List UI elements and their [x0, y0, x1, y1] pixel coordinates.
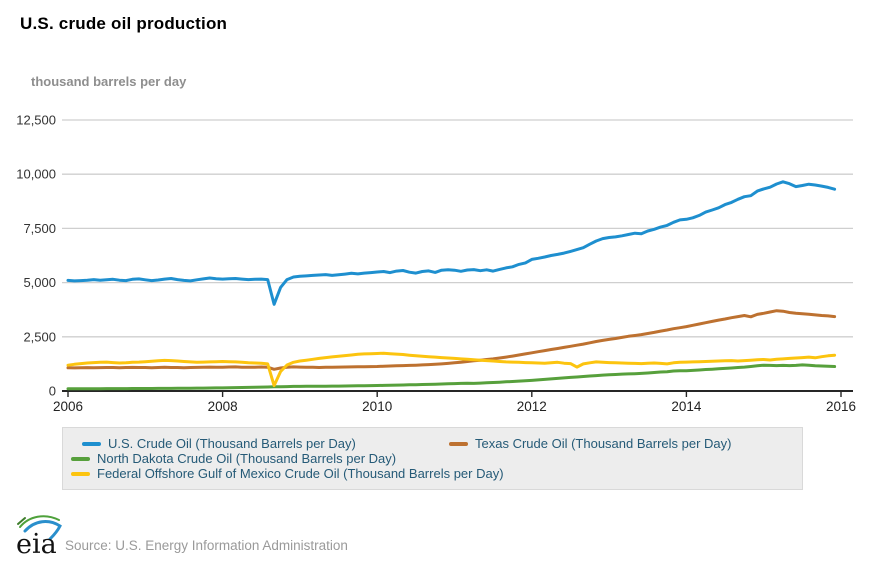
x-tick-label: 2016: [826, 399, 856, 414]
page-title: U.S. crude oil production: [20, 14, 228, 33]
legend-row: North Dakota Crude Oil (Thousand Barrels…: [71, 451, 794, 466]
y-tick-label: 12,500: [16, 113, 56, 128]
y-tick-label: 5,000: [23, 275, 56, 290]
series-line-1[interactable]: [66, 309, 837, 371]
legend-row: U.S. Crude Oil (Thousand Barrels per Day…: [71, 436, 794, 451]
series-line-3[interactable]: [66, 351, 837, 388]
series-line-0[interactable]: [66, 180, 837, 306]
texas-crude-swatch-icon: [449, 441, 468, 446]
series-line-2[interactable]: [66, 363, 837, 391]
eia-logo: eia: [16, 515, 62, 557]
legend-row: Federal Offshore Gulf of Mexico Crude Oi…: [71, 466, 794, 481]
y-tick-label: 0: [49, 384, 56, 399]
legend-label: Federal Offshore Gulf of Mexico Crude Oi…: [97, 466, 504, 481]
legend-item-us-crude[interactable]: U.S. Crude Oil (Thousand Barrels per Day…: [82, 436, 449, 451]
legend-item-texas-crude[interactable]: Texas Crude Oil (Thousand Barrels per Da…: [449, 436, 732, 451]
legend-item-gulf-of-mexico-crude[interactable]: Federal Offshore Gulf of Mexico Crude Oi…: [71, 466, 504, 481]
x-tick-label: 2012: [517, 399, 547, 414]
legend-label: U.S. Crude Oil (Thousand Barrels per Day…: [108, 436, 356, 451]
x-tick-label: 2006: [53, 399, 83, 414]
x-tick-label: 2010: [362, 399, 392, 414]
chart-legend: U.S. Crude Oil (Thousand Barrels per Day…: [62, 427, 803, 490]
y-tick-label: 7,500: [23, 221, 56, 236]
y-tick-label: 10,000: [16, 167, 56, 182]
y-tick-label: 2,500: [23, 329, 56, 344]
legend-label: Texas Crude Oil (Thousand Barrels per Da…: [475, 436, 732, 451]
x-tick-label: 2014: [671, 399, 702, 414]
x-tick-label: 2008: [208, 399, 238, 414]
eia-logo-text: eia: [16, 529, 57, 557]
us-crude-swatch-icon: [82, 441, 101, 446]
gulf-of-mexico-swatch-icon: [71, 471, 90, 476]
source-attribution: Source: U.S. Energy Information Administ…: [65, 538, 348, 553]
y-axis-units-label: thousand barrels per day: [31, 74, 187, 89]
north-dakota-swatch-icon: [71, 456, 90, 461]
legend-label: North Dakota Crude Oil (Thousand Barrels…: [97, 451, 397, 466]
legend-item-north-dakota-crude[interactable]: North Dakota Crude Oil (Thousand Barrels…: [71, 451, 396, 466]
